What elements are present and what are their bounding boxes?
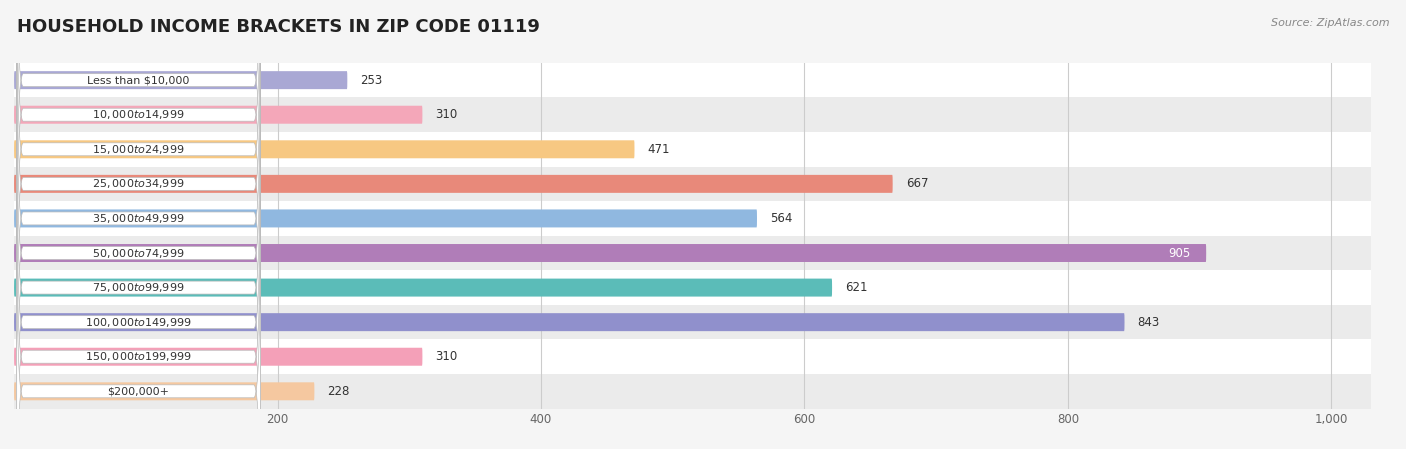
FancyBboxPatch shape [14,106,422,124]
Text: $50,000 to $74,999: $50,000 to $74,999 [93,247,184,260]
Text: $150,000 to $199,999: $150,000 to $199,999 [86,350,191,363]
FancyBboxPatch shape [17,87,260,419]
Text: $35,000 to $49,999: $35,000 to $49,999 [93,212,184,225]
FancyBboxPatch shape [14,382,315,401]
Text: 471: 471 [648,143,671,156]
Text: 310: 310 [436,350,458,363]
FancyBboxPatch shape [17,0,260,281]
Text: $25,000 to $34,999: $25,000 to $34,999 [93,177,184,190]
Text: $15,000 to $24,999: $15,000 to $24,999 [93,143,184,156]
FancyBboxPatch shape [14,313,1125,331]
Text: 228: 228 [328,385,350,398]
Bar [14,374,1371,409]
Bar [14,63,1371,97]
Text: $75,000 to $99,999: $75,000 to $99,999 [93,281,184,294]
Text: Less than $10,000: Less than $10,000 [87,75,190,85]
FancyBboxPatch shape [14,278,832,297]
Text: HOUSEHOLD INCOME BRACKETS IN ZIP CODE 01119: HOUSEHOLD INCOME BRACKETS IN ZIP CODE 01… [17,18,540,36]
FancyBboxPatch shape [17,0,260,247]
FancyBboxPatch shape [14,175,893,193]
Text: 621: 621 [845,281,868,294]
FancyBboxPatch shape [14,140,634,158]
Text: $10,000 to $14,999: $10,000 to $14,999 [93,108,184,121]
Text: 667: 667 [905,177,928,190]
Bar [14,305,1371,339]
Text: 564: 564 [770,212,793,225]
FancyBboxPatch shape [17,121,260,449]
Text: 253: 253 [360,74,382,87]
Text: 905: 905 [1168,247,1191,260]
Bar [14,339,1371,374]
FancyBboxPatch shape [17,0,260,316]
FancyBboxPatch shape [14,244,1206,262]
FancyBboxPatch shape [14,71,347,89]
Text: 843: 843 [1137,316,1160,329]
Bar [14,201,1371,236]
FancyBboxPatch shape [17,156,260,449]
Bar [14,270,1371,305]
Text: $100,000 to $149,999: $100,000 to $149,999 [86,316,191,329]
FancyBboxPatch shape [17,52,260,385]
FancyBboxPatch shape [17,18,260,350]
FancyBboxPatch shape [14,348,422,366]
FancyBboxPatch shape [17,190,260,449]
FancyBboxPatch shape [17,225,260,449]
Text: $200,000+: $200,000+ [107,386,170,396]
Bar [14,97,1371,132]
Bar [14,167,1371,201]
Bar [14,132,1371,167]
Bar [14,236,1371,270]
Text: 310: 310 [436,108,458,121]
FancyBboxPatch shape [14,209,756,228]
Text: Source: ZipAtlas.com: Source: ZipAtlas.com [1271,18,1389,28]
